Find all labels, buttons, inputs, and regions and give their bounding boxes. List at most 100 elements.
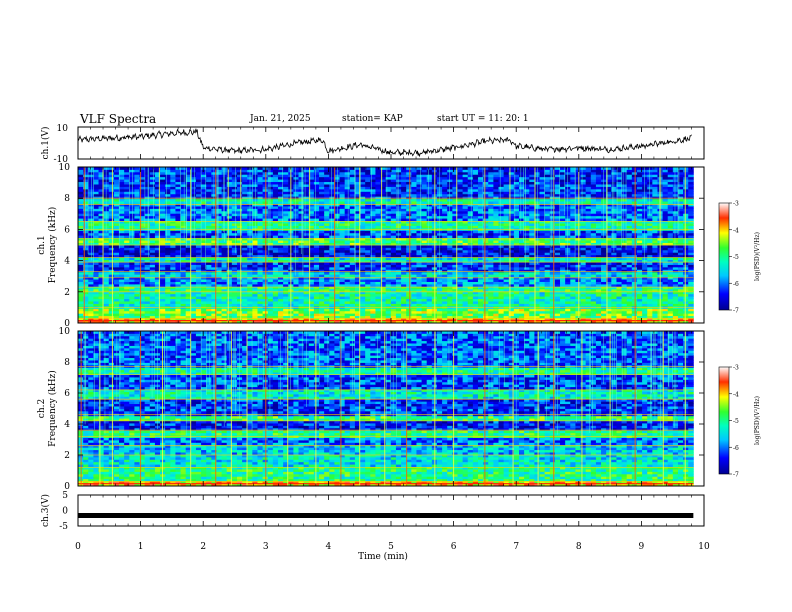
spectrogram-cell	[472, 223, 479, 226]
spectrogram-cell	[457, 230, 463, 234]
spectrogram-cell	[539, 235, 546, 239]
spectrogram-cell	[493, 310, 499, 314]
spectrogram-cell	[349, 298, 356, 302]
spectrogram-cell	[554, 303, 561, 307]
spectrogram-cell	[585, 257, 592, 261]
spectrogram-cell	[513, 271, 520, 275]
spectrogram-cell	[160, 288, 166, 292]
spectrogram-cell	[277, 223, 284, 226]
spectrogram-cell	[493, 257, 499, 261]
spectrogram-cell	[149, 291, 156, 295]
spectrogram-cell	[175, 298, 181, 302]
spectrogram-cell	[380, 298, 387, 302]
spectrogram-cell	[462, 271, 469, 275]
spectrogram-cell	[277, 269, 284, 273]
spectrogram-cell	[442, 308, 448, 312]
spectrogram-cell	[462, 286, 469, 290]
spectrogram-cell	[534, 274, 540, 278]
spectrogram-cell	[539, 310, 546, 314]
spectrogram-cell	[426, 303, 433, 307]
spectrogram-cell	[585, 232, 592, 236]
spectrogram-cell	[380, 259, 387, 263]
spectrogram-cell	[175, 271, 181, 275]
spectrogram-cell	[580, 296, 587, 300]
spectrogram-cell	[324, 296, 330, 300]
spectrogram-cell	[611, 269, 617, 273]
spectrogram-cell	[283, 284, 289, 287]
spectrogram-cell	[647, 252, 653, 256]
spectrogram-cell	[395, 259, 402, 263]
spectrogram-cell	[631, 298, 638, 302]
spectrogram-cell	[406, 264, 412, 268]
spectrogram-cell	[93, 274, 99, 278]
spectrogram-cell	[534, 301, 540, 304]
spectrogram-cell	[308, 269, 315, 273]
spectrogram-cell	[113, 303, 120, 307]
spectrogram-cell	[652, 281, 658, 285]
spectrogram-cell	[616, 262, 622, 265]
spectrogram-cell	[103, 232, 110, 236]
spectrogram-cell	[647, 240, 653, 243]
spectrogram-cell	[339, 262, 346, 265]
spectrogram-cell	[303, 291, 310, 295]
spectrogram-cell	[580, 271, 587, 275]
spectrogram-cell	[626, 232, 633, 236]
spectrogram-cell	[472, 247, 479, 251]
spectrogram-cell	[211, 249, 217, 253]
spectrogram-cell	[226, 271, 233, 275]
spectrogram-cell	[124, 269, 130, 273]
spectrogram-cell	[154, 301, 161, 304]
spectrogram-cell	[580, 286, 587, 290]
spectrogram-cell	[144, 269, 151, 273]
spectrogram-cell	[529, 257, 535, 261]
spectrogram-cell	[672, 232, 679, 236]
spectrogram-cell	[406, 242, 412, 246]
spectrogram-cell	[636, 240, 643, 243]
spectrogram-cell	[370, 266, 376, 270]
spectrogram-cell	[257, 235, 264, 239]
spectrogram-cell	[616, 225, 622, 229]
spectrogram-cell	[277, 296, 284, 300]
spectrogram-cell	[539, 301, 546, 304]
spectrogram-cell	[677, 230, 684, 234]
spectrogram-cell	[503, 223, 510, 226]
spectrogram-cell	[334, 257, 340, 261]
spectrogram-cell	[636, 310, 643, 314]
spectrogram-cell	[93, 266, 99, 270]
spectrogram-cell	[113, 301, 120, 304]
spectrogram-cell	[662, 286, 669, 290]
spectrogram-cell	[636, 318, 643, 321]
spectrogram-cell	[411, 313, 417, 317]
spectrogram-cell	[339, 291, 346, 295]
spectrogram-cell	[319, 259, 325, 263]
spectrogram-cell	[308, 286, 315, 290]
spectrogram-cell	[483, 318, 489, 321]
spectrogram-cell	[513, 232, 520, 236]
spectrogram-cell	[124, 291, 130, 295]
spectrogram-cell	[365, 310, 371, 314]
spectrogram-cell	[626, 269, 633, 273]
spectrogram-cell	[652, 242, 658, 246]
spectrogram-cell	[483, 320, 489, 324]
spectrogram-cell	[390, 230, 397, 234]
spectrogram-cell	[667, 318, 674, 321]
spectrogram-cell	[119, 254, 125, 258]
spectrogram-cell	[560, 262, 566, 265]
spectrogram-cell	[267, 252, 274, 256]
spectrogram-cell	[570, 257, 576, 261]
spectrogram-cell	[129, 242, 135, 246]
spectrogram-cell	[113, 271, 120, 275]
spectrogram-cell	[124, 232, 130, 236]
spectrogram-cell	[144, 298, 151, 302]
spectrogram-cell	[519, 242, 525, 246]
spectrogram-cell	[308, 223, 315, 226]
spectrogram-cell	[544, 232, 551, 236]
spectrogram-cell	[621, 254, 628, 258]
spectrogram-cell	[426, 252, 433, 256]
spectrogram-cell	[467, 264, 474, 268]
spectrogram-cell	[257, 320, 264, 324]
spectrogram-cell	[498, 259, 505, 263]
spectrogram-cell	[631, 313, 638, 317]
spectrogram-cell	[503, 308, 510, 312]
spectrogram-cell	[426, 318, 433, 321]
